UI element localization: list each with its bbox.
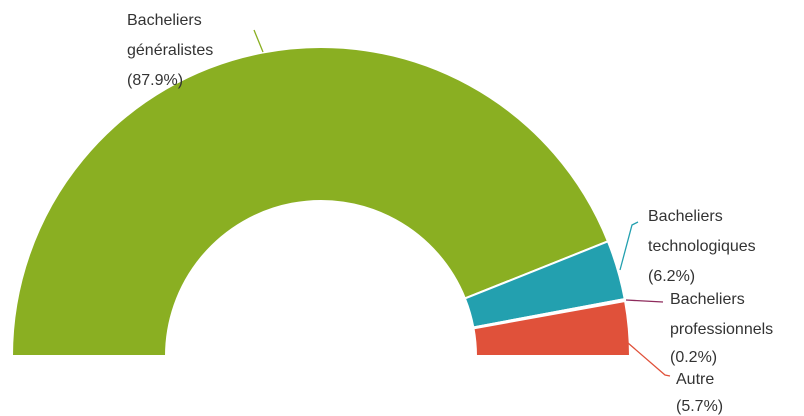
label-autre: Autre (5.7%) — [676, 371, 723, 415]
label-bacheliers-technologiques: Bacheliers technologiques (6.2%) — [648, 208, 760, 285]
connectors — [253, 29, 671, 377]
labels: Bacheliers généralistes (87.9%) Bachelie… — [127, 12, 778, 415]
label-line1: Bacheliers — [670, 291, 745, 308]
connector-bacheliers-technologiques — [619, 221, 639, 271]
label-line2: généralistes — [127, 42, 213, 59]
slice-bacheliers-generalistes[interactable] — [10, 46, 610, 357]
slice-autre[interactable] — [472, 299, 632, 357]
slices — [10, 46, 632, 357]
label-pct: (6.2%) — [648, 268, 695, 285]
label-pct: (0.2%) — [670, 349, 717, 366]
label-line2: professionnels — [670, 321, 773, 338]
label-line1: Bacheliers — [648, 208, 723, 225]
connector-bacheliers-professionnels — [625, 299, 664, 303]
label-pct: (5.7%) — [676, 398, 723, 415]
label-line1: Autre — [676, 371, 714, 388]
connector-autre — [627, 342, 671, 377]
label-pct: (87.9%) — [127, 72, 183, 89]
label-line2: technologiques — [648, 238, 756, 255]
label-line1: Bacheliers — [127, 12, 202, 29]
label-bacheliers-generalistes: Bacheliers généralistes (87.9%) — [127, 12, 218, 89]
label-bacheliers-professionnels: Bacheliers professionnels (0.2%) — [670, 291, 778, 366]
connector-bacheliers-generalistes — [253, 29, 264, 53]
